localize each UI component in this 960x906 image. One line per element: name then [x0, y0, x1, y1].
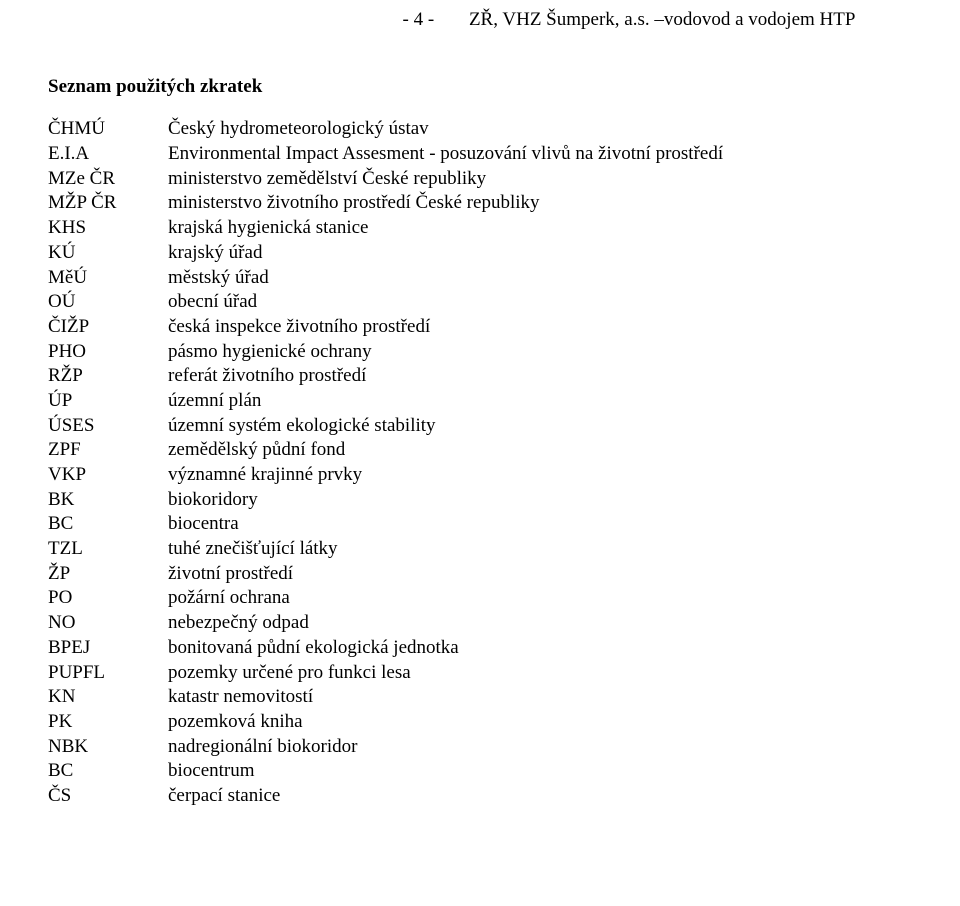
abbreviation-code: E.I.A: [48, 142, 168, 167]
abbreviation-code: KN: [48, 685, 168, 710]
abbreviation-definition: nadregionální biokoridor: [168, 735, 930, 760]
abbreviation-row: MěÚměstský úřad: [48, 266, 930, 291]
abbreviation-code: OÚ: [48, 290, 168, 315]
abbreviation-code: ÚP: [48, 389, 168, 414]
abbreviation-code: BK: [48, 488, 168, 513]
abbreviation-definition: ministerstvo zemědělství České republiky: [168, 167, 930, 192]
abbreviation-row: BCbiocentrum: [48, 759, 930, 784]
abbreviation-definition: tuhé znečišťující látky: [168, 537, 930, 562]
abbreviation-definition: městský úřad: [168, 266, 930, 291]
abbreviation-row: ŽPživotní prostředí: [48, 562, 930, 587]
abbreviation-code: BC: [48, 759, 168, 784]
abbreviation-row: BKbiokoridory: [48, 488, 930, 513]
abbreviation-code: BC: [48, 512, 168, 537]
abbreviation-definition: zemědělský půdní fond: [168, 438, 930, 463]
abbreviation-definition: obecní úřad: [168, 290, 930, 315]
page-number: - 4 -: [403, 9, 435, 30]
abbreviation-definition: biocentrum: [168, 759, 930, 784]
abbreviation-row: ČHMÚČeský hydrometeorologický ústav: [48, 117, 930, 142]
abbreviation-definition: bonitovaná půdní ekologická jednotka: [168, 636, 930, 661]
abbreviation-code: NO: [48, 611, 168, 636]
abbreviation-row: NBKnadregionální biokoridor: [48, 735, 930, 760]
abbreviation-row: E.I.AEnvironmental Impact Assesment - po…: [48, 142, 930, 167]
abbreviation-definition: pásmo hygienické ochrany: [168, 340, 930, 365]
abbreviation-definition: Český hydrometeorologický ústav: [168, 117, 930, 142]
abbreviation-definition: biocentra: [168, 512, 930, 537]
abbreviation-code: MŽP ČR: [48, 191, 168, 216]
abbreviation-definition: katastr nemovitostí: [168, 685, 930, 710]
abbreviation-row: PKpozemková kniha: [48, 710, 930, 735]
abbreviation-code: PUPFL: [48, 661, 168, 686]
abbreviation-row: KNkatastr nemovitostí: [48, 685, 930, 710]
abbreviation-definition: životní prostředí: [168, 562, 930, 587]
abbreviation-row: OÚobecní úřad: [48, 290, 930, 315]
abbreviation-code: ČS: [48, 784, 168, 809]
abbreviation-definition: čerpací stanice: [168, 784, 930, 809]
abbreviation-code: MěÚ: [48, 266, 168, 291]
abbreviation-row: PHOpásmo hygienické ochrany: [48, 340, 930, 365]
abbreviation-definition: krajská hygienická stanice: [168, 216, 930, 241]
abbreviation-definition: územní systém ekologické stability: [168, 414, 930, 439]
abbreviation-code: KHS: [48, 216, 168, 241]
abbreviation-row: BPEJbonitovaná půdní ekologická jednotka: [48, 636, 930, 661]
abbreviation-code: ČIŽP: [48, 315, 168, 340]
abbreviation-definition: pozemková kniha: [168, 710, 930, 735]
abbreviation-code: MZe ČR: [48, 167, 168, 192]
abbreviation-row: TZLtuhé znečišťující látky: [48, 537, 930, 562]
page-header: - 4 - ZŘ, VHZ Šumperk, a.s. –vodovod a v…: [48, 8, 930, 33]
abbreviation-list: ČHMÚČeský hydrometeorologický ústavE.I.A…: [48, 117, 930, 808]
abbreviation-row: PUPFLpozemky určené pro funkci lesa: [48, 661, 930, 686]
abbreviation-row: MŽP ČRministerstvo životního prostředí Č…: [48, 191, 930, 216]
abbreviation-code: ŽP: [48, 562, 168, 587]
abbreviation-definition: nebezpečný odpad: [168, 611, 930, 636]
abbreviation-code: NBK: [48, 735, 168, 760]
abbreviation-code: PO: [48, 586, 168, 611]
abbreviation-code: ČHMÚ: [48, 117, 168, 142]
abbreviation-row: ÚPúzemní plán: [48, 389, 930, 414]
section-heading: Seznam použitých zkratek: [48, 75, 930, 100]
document-title: ZŘ, VHZ Šumperk, a.s. –vodovod a vodojem…: [469, 9, 856, 30]
abbreviation-row: VKPvýznamné krajinné prvky: [48, 463, 930, 488]
abbreviation-definition: ministerstvo životního prostředí České r…: [168, 191, 930, 216]
abbreviation-definition: požární ochrana: [168, 586, 930, 611]
abbreviation-row: NOnebezpečný odpad: [48, 611, 930, 636]
abbreviation-row: MZe ČRministerstvo zemědělství České rep…: [48, 167, 930, 192]
abbreviation-code: ZPF: [48, 438, 168, 463]
abbreviation-code: PK: [48, 710, 168, 735]
abbreviation-row: BCbiocentra: [48, 512, 930, 537]
abbreviation-code: KÚ: [48, 241, 168, 266]
abbreviation-definition: česká inspekce životního prostředí: [168, 315, 930, 340]
document-page: - 4 - ZŘ, VHZ Šumperk, a.s. –vodovod a v…: [0, 0, 960, 906]
abbreviation-code: PHO: [48, 340, 168, 365]
abbreviation-definition: biokoridory: [168, 488, 930, 513]
abbreviation-row: RŽPreferát životního prostředí: [48, 364, 930, 389]
abbreviation-definition: pozemky určené pro funkci lesa: [168, 661, 930, 686]
abbreviation-row: ÚSESúzemní systém ekologické stability: [48, 414, 930, 439]
abbreviation-code: ÚSES: [48, 414, 168, 439]
abbreviation-definition: významné krajinné prvky: [168, 463, 930, 488]
abbreviation-row: KÚkrajský úřad: [48, 241, 930, 266]
abbreviation-code: RŽP: [48, 364, 168, 389]
abbreviation-definition: územní plán: [168, 389, 930, 414]
abbreviation-code: BPEJ: [48, 636, 168, 661]
abbreviation-definition: referát životního prostředí: [168, 364, 930, 389]
abbreviation-code: VKP: [48, 463, 168, 488]
abbreviation-row: KHSkrajská hygienická stanice: [48, 216, 930, 241]
abbreviation-row: ČIŽPčeská inspekce životního prostředí: [48, 315, 930, 340]
abbreviation-code: TZL: [48, 537, 168, 562]
abbreviation-row: POpožární ochrana: [48, 586, 930, 611]
abbreviation-row: ČSčerpací stanice: [48, 784, 930, 809]
abbreviation-definition: Environmental Impact Assesment - posuzov…: [168, 142, 930, 167]
abbreviation-row: ZPFzemědělský půdní fond: [48, 438, 930, 463]
abbreviation-definition: krajský úřad: [168, 241, 930, 266]
